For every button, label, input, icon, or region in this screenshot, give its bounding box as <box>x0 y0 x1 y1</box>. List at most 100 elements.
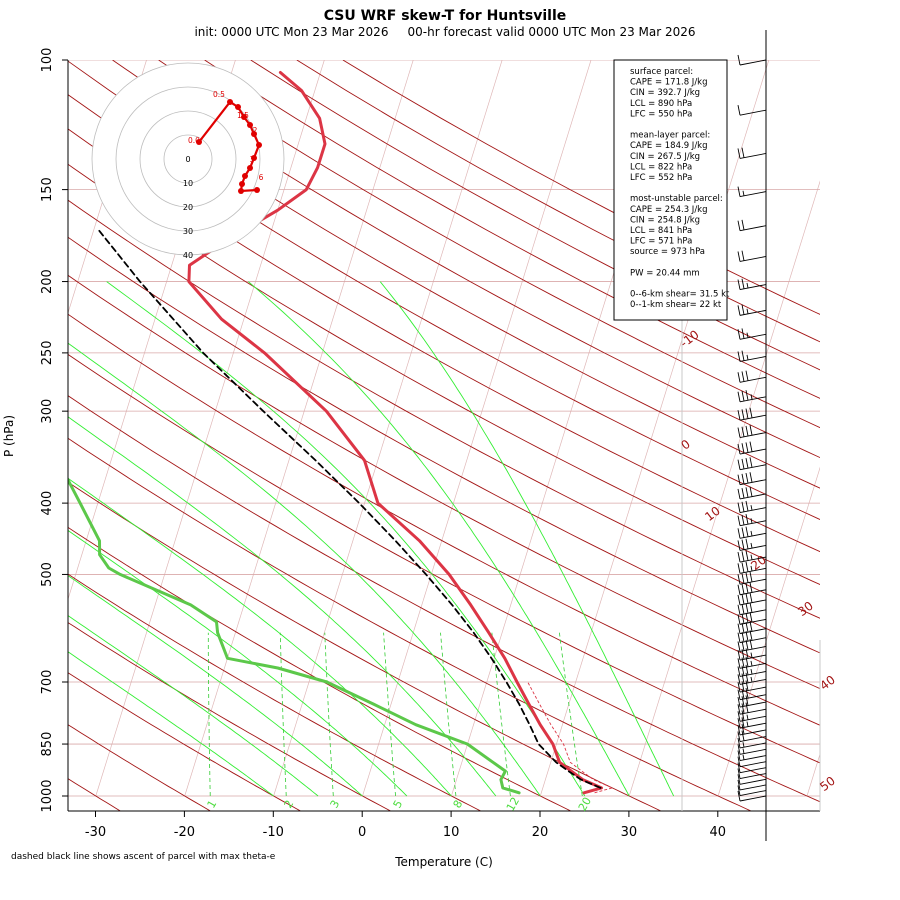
wind-barb-flag <box>737 724 741 735</box>
wind-barb-staff <box>739 767 767 774</box>
wind-barb <box>737 571 767 585</box>
hodograph-point <box>238 188 244 194</box>
wind-barb-flag <box>745 500 749 512</box>
wind-barb-half-flag <box>742 742 745 748</box>
wind-barb-flag <box>741 717 745 728</box>
wind-barb-staff <box>739 432 767 438</box>
wind-barb-staff <box>739 678 767 685</box>
wind-barb <box>737 762 767 774</box>
wind-barb-flag <box>741 328 745 339</box>
mixing-ratio-line <box>324 632 334 797</box>
wind-barb-half-flag <box>750 660 753 667</box>
moist-adiabat-line <box>68 529 408 797</box>
wind-barb-flag <box>741 657 745 668</box>
wind-barb <box>737 328 767 340</box>
hodograph-point <box>242 173 248 179</box>
wind-barb-staff <box>739 773 767 779</box>
wind-barb-flag <box>737 774 741 785</box>
info-line: LCL = 841 hPa <box>630 226 692 236</box>
wind-barb <box>737 472 767 486</box>
wind-barb-half-flag <box>750 530 753 536</box>
wind-barb-flag <box>749 425 753 436</box>
wind-barb <box>737 602 767 616</box>
wind-barb-flag <box>737 744 741 755</box>
wind-barb-flag <box>745 442 749 453</box>
wind-barb-staff <box>739 784 767 791</box>
wind-barb-staff <box>739 256 767 262</box>
wind-barb-flag <box>745 561 749 572</box>
wind-barb-flag <box>749 621 753 632</box>
hodograph-ring <box>163 134 213 184</box>
temperature-trace <box>187 71 603 795</box>
hodograph-point-label: 6 <box>259 173 264 182</box>
wind-barb <box>737 717 767 729</box>
hodograph-ring-label: 20 <box>183 203 193 212</box>
x-axis-label: Temperature (C) <box>394 855 493 869</box>
dewpoint-trace <box>68 476 521 795</box>
wind-barb-staff <box>739 153 767 159</box>
info-line: LCL = 822 hPa <box>630 162 692 172</box>
wind-barb <box>737 779 767 791</box>
wind-barb-flag <box>741 426 745 437</box>
wind-barb <box>737 790 767 802</box>
wind-barb-flag <box>741 573 745 584</box>
wind-barb-half-flag <box>750 518 753 524</box>
mixing-ratio-line <box>207 632 211 796</box>
wind-barb-staff <box>739 507 767 514</box>
wind-barb-flag <box>737 391 741 402</box>
wind-barb-flag <box>741 390 745 402</box>
wind-barb <box>737 147 767 159</box>
moist-adiabat-line <box>68 342 541 797</box>
wind-barb-half-flag <box>750 676 753 683</box>
wind-barb-flag <box>737 502 741 513</box>
wind-barb-flag <box>737 329 741 340</box>
wind-barb-flag <box>741 730 745 741</box>
wind-barb <box>737 457 767 471</box>
wind-barb-flag <box>741 458 745 470</box>
footnote: dashed black line shows ascent of parcel… <box>11 852 276 862</box>
wind-barb-flag <box>737 718 741 729</box>
wind-barb-flag <box>741 696 745 707</box>
info-box-frame <box>613 59 728 321</box>
isotherm-line <box>184 60 414 797</box>
hodograph-point-label: 0.5 <box>213 90 225 99</box>
moist-adiabat-line <box>68 615 319 797</box>
wind-barb-half-flag <box>742 754 745 760</box>
dry-adiabat-line <box>68 60 820 489</box>
wind-barb-flag <box>741 583 745 595</box>
wind-barb-flag <box>745 612 749 623</box>
hodograph-point-label: 3 <box>250 155 255 164</box>
wind-barb-flag <box>741 147 745 158</box>
wind-barb-staff <box>739 414 767 421</box>
isotherm-line <box>95 60 325 797</box>
y-tick-label: 1000 <box>40 779 55 812</box>
wind-barb-half-flag <box>750 505 753 511</box>
wind-barb-flag <box>745 603 749 614</box>
wind-barb-staff <box>739 609 767 616</box>
wind-barb-staff <box>739 59 767 66</box>
hodograph-point <box>196 139 202 145</box>
hodograph-point <box>251 155 257 161</box>
info-line: 0--1-km shear= 22 kt <box>630 300 722 310</box>
hodograph-point <box>256 142 262 148</box>
info-line: LFC = 550 hPa <box>630 109 692 119</box>
wind-barb <box>737 750 767 761</box>
wind-barb-flag <box>737 584 741 595</box>
wind-barb-flag <box>745 687 749 699</box>
wind-barb-flag <box>745 458 749 469</box>
wind-barb-flag <box>745 572 749 583</box>
wind-barb-flag <box>737 768 741 779</box>
x-tick-label: -30 <box>85 825 106 840</box>
wind-barb-staff <box>739 284 767 291</box>
hodograph-point-label: 0.0 <box>188 136 200 145</box>
wind-barb <box>737 514 767 527</box>
dry-adiabat-line <box>112 60 820 459</box>
wind-barb <box>737 774 767 785</box>
wind-barb-flag <box>741 673 745 684</box>
wind-barb-flag <box>737 220 741 231</box>
wind-barb-staff <box>739 701 767 708</box>
dry-adiabat-line <box>68 128 820 553</box>
wind-barb-flag <box>741 603 745 615</box>
wind-barb-staff <box>739 618 767 625</box>
